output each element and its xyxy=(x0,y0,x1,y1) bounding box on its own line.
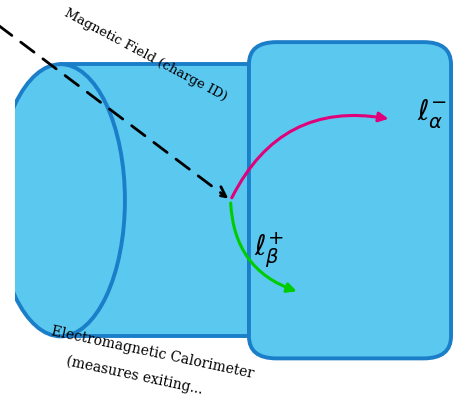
Text: Electromagnetic Calorimeter: Electromagnetic Calorimeter xyxy=(50,324,255,381)
Text: Magnetic Field (charge ID): Magnetic Field (charge ID) xyxy=(62,6,229,103)
Text: (measures exiting...: (measures exiting... xyxy=(64,353,204,396)
Text: $\ell^{+}_{\beta}$: $\ell^{+}_{\beta}$ xyxy=(255,230,285,270)
FancyArrowPatch shape xyxy=(232,113,385,198)
FancyArrowPatch shape xyxy=(231,203,293,291)
FancyBboxPatch shape xyxy=(249,42,451,359)
Polygon shape xyxy=(61,64,350,336)
Text: $\ell^{-}_{\alpha}$: $\ell^{-}_{\alpha}$ xyxy=(417,98,447,130)
Ellipse shape xyxy=(0,64,125,336)
